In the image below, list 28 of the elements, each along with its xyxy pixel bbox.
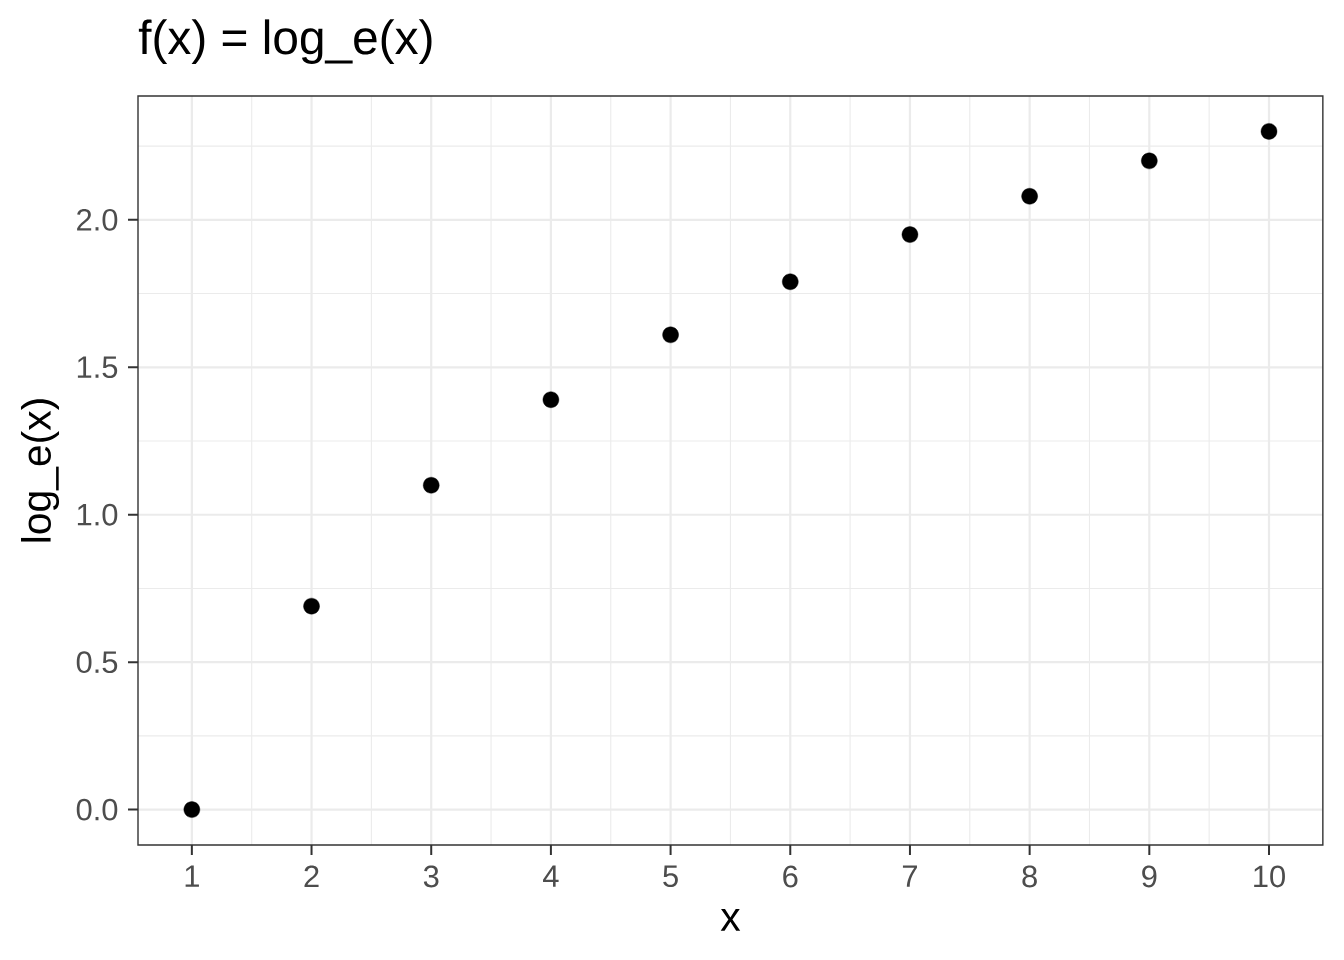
point <box>662 326 679 344</box>
x-tick-label: 5 <box>663 865 678 888</box>
y-tick-label: 0.0 <box>76 798 118 821</box>
point <box>1260 123 1278 140</box>
y-tick-label: 1.5 <box>77 356 118 379</box>
x-tick-label: 2 <box>304 865 319 888</box>
point <box>183 801 201 818</box>
chart-title: f(x) = log_e(x) <box>138 19 432 64</box>
point <box>1021 188 1038 205</box>
y-tick-label: 0.5 <box>76 651 118 674</box>
x-axis-title: x <box>720 909 741 931</box>
point <box>782 273 799 290</box>
y-tick-label: 2.0 <box>77 208 118 231</box>
y-tick-label: 1.0 <box>77 503 118 526</box>
x-tick-label: 8 <box>1022 865 1037 888</box>
point <box>901 226 919 243</box>
x-tick-label: 3 <box>423 865 439 888</box>
point <box>1141 152 1158 170</box>
x-tick-label: 7 <box>902 865 917 887</box>
x-tick-label: 1 <box>185 865 199 887</box>
x-tick-label: 10 <box>1254 865 1285 888</box>
point <box>423 477 440 494</box>
x-tick-label: 6 <box>783 865 798 888</box>
point <box>542 391 560 408</box>
x-tick-label: 9 <box>1142 865 1157 888</box>
x-tick-label: 4 <box>543 865 559 887</box>
point <box>303 597 320 615</box>
y-axis-title: log_e(x) <box>20 399 60 542</box>
